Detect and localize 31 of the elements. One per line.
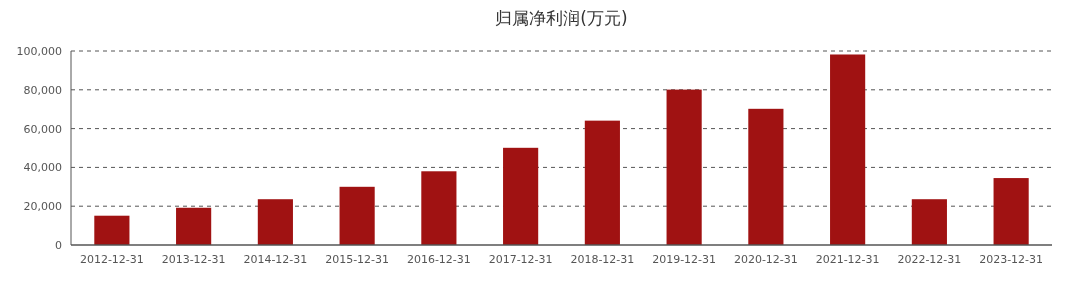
x-tick-label: 2015-12-31	[325, 253, 390, 266]
bar	[339, 186, 375, 245]
bar	[257, 199, 293, 245]
y-tick-label: 40,000	[23, 161, 62, 175]
y-tick-label: 100,000	[16, 45, 62, 58]
chart-title: 归属净利润(万元)	[495, 8, 628, 28]
bar	[830, 54, 866, 245]
y-tick-label: 60,000	[23, 122, 62, 136]
y-tick-label: 20,000	[23, 200, 62, 214]
x-tick-label: 2017-12-31	[488, 253, 553, 266]
bar	[666, 89, 702, 245]
x-tick-label: 2020-12-31	[733, 253, 798, 266]
x-tick-label: 2016-12-31	[406, 253, 471, 266]
bar	[94, 215, 130, 245]
x-tick-label: 2023-12-31	[979, 253, 1044, 266]
bar	[176, 207, 212, 245]
x-tick-label: 2022-12-31	[897, 253, 962, 266]
x-tick-label: 2012-12-31	[79, 253, 144, 266]
x-tick-label: 2014-12-31	[243, 253, 308, 266]
bar	[911, 199, 947, 245]
bar	[503, 147, 539, 245]
bar	[748, 108, 784, 245]
bar	[993, 178, 1029, 245]
x-tick-label: 2021-12-31	[815, 253, 880, 266]
bar	[584, 120, 620, 245]
y-tick-label: 80,000	[23, 83, 62, 97]
x-tick-label: 2018-12-31	[570, 253, 635, 266]
x-tick-label: 2013-12-31	[161, 253, 226, 266]
bar	[421, 171, 457, 245]
y-tick-label: 0	[55, 239, 62, 252]
x-tick-label: 2019-12-31	[652, 253, 717, 266]
